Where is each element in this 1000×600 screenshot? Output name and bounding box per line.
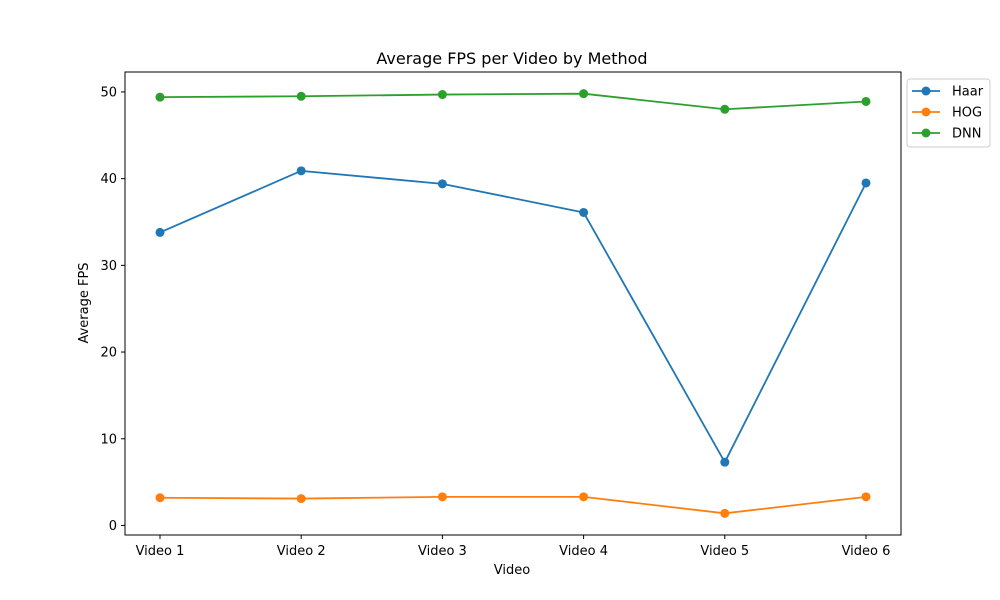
data-point-haar bbox=[579, 207, 589, 217]
series-haar bbox=[155, 166, 871, 467]
data-point-haar bbox=[155, 227, 165, 237]
data-point-hog bbox=[579, 492, 589, 502]
data-point-dnn bbox=[437, 90, 447, 100]
legend-swatch-marker bbox=[921, 86, 931, 96]
data-point-dnn bbox=[155, 92, 165, 102]
data-point-hog bbox=[155, 493, 165, 503]
legend: Haar HOG DNN bbox=[906, 78, 991, 148]
y-axis: 0 10 20 30 40 50 bbox=[100, 85, 125, 534]
data-point-hog bbox=[437, 492, 447, 502]
y-tick-label: 30 bbox=[100, 259, 117, 274]
series-dnn bbox=[155, 89, 871, 114]
legend-label: HOG bbox=[952, 106, 982, 121]
y-tick-label: 0 bbox=[109, 519, 117, 534]
y-axis-label: Average FPS bbox=[77, 262, 92, 343]
x-tick-label: Video 6 bbox=[842, 544, 891, 559]
data-point-hog bbox=[861, 492, 871, 502]
data-point-haar bbox=[861, 178, 871, 188]
legend-swatch-marker bbox=[921, 128, 931, 138]
legend-item-hog: HOG bbox=[912, 106, 982, 121]
legend-label: Haar bbox=[952, 85, 984, 100]
series-line-haar bbox=[159, 169, 867, 464]
x-axis: Video 1 Video 2 Video 3 Video 4 Video 5 Video… bbox=[136, 535, 891, 559]
x-tick-label: Video 1 bbox=[136, 544, 185, 559]
data-point-hog bbox=[720, 508, 730, 518]
plot-frame bbox=[124, 71, 902, 536]
y-tick-label: 20 bbox=[100, 346, 117, 361]
data-point-dnn bbox=[579, 89, 589, 99]
y-tick-label: 50 bbox=[100, 85, 117, 100]
series-layer bbox=[155, 89, 871, 518]
series-line-hog bbox=[159, 495, 867, 515]
legend-swatch-marker bbox=[921, 107, 931, 117]
x-tick-label: Video 5 bbox=[700, 544, 749, 559]
y-tick-label: 40 bbox=[100, 172, 117, 187]
legend-item-dnn: DNN bbox=[912, 127, 981, 142]
data-point-dnn bbox=[296, 91, 306, 101]
x-tick-label: Video 4 bbox=[559, 544, 608, 559]
series-hog bbox=[155, 492, 871, 518]
chart-title: Average FPS per Video by Method bbox=[376, 49, 647, 68]
legend-label: DNN bbox=[952, 127, 981, 142]
data-point-dnn bbox=[720, 104, 730, 114]
series-line-dnn bbox=[159, 92, 867, 111]
data-point-dnn bbox=[861, 96, 871, 106]
y-tick-label: 10 bbox=[100, 432, 117, 447]
legend-item-haar: Haar bbox=[912, 85, 984, 100]
plot-area: 0 10 20 30 40 50 Video 1 Video 2 Video 3 Video 4… bbox=[100, 71, 902, 559]
x-tick-label: Video 3 bbox=[418, 544, 467, 559]
data-point-haar bbox=[437, 179, 447, 189]
x-axis-label: Video bbox=[494, 563, 530, 578]
x-tick-label: Video 2 bbox=[277, 544, 326, 559]
data-point-haar bbox=[296, 166, 306, 176]
data-point-hog bbox=[296, 494, 306, 504]
data-point-haar bbox=[720, 457, 730, 467]
